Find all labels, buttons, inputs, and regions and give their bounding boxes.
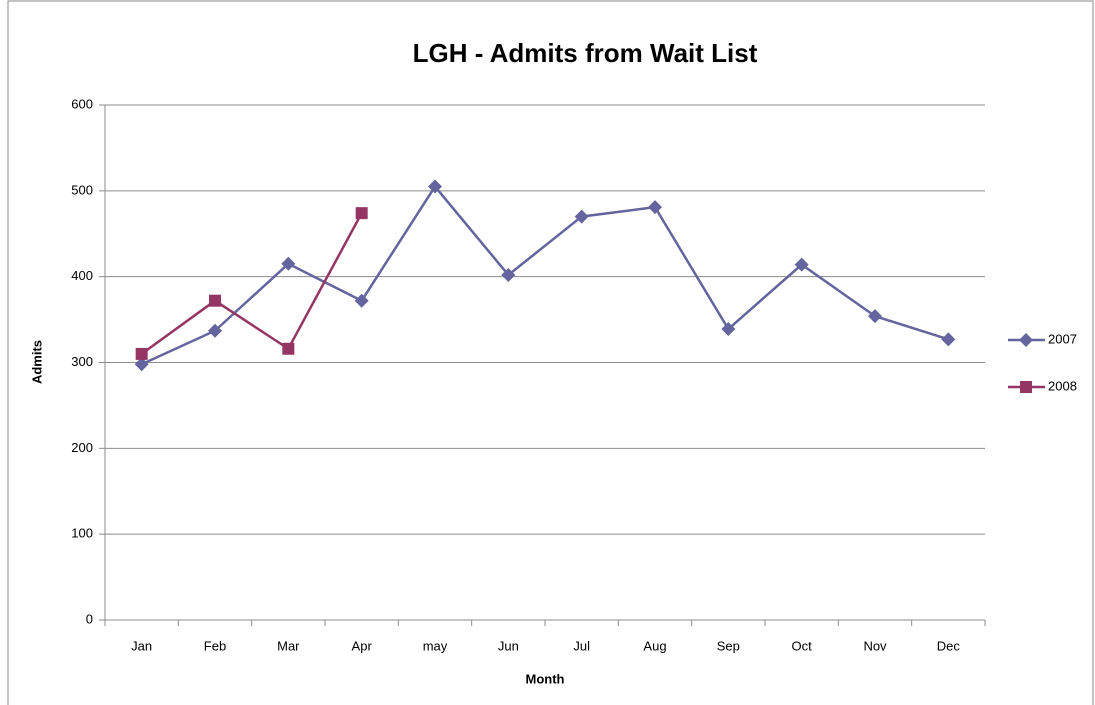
data-point xyxy=(209,294,221,307)
series-line xyxy=(140,212,363,355)
y-tick-label: 100 xyxy=(71,526,93,541)
data-point xyxy=(941,332,956,347)
y-tick-label: 500 xyxy=(71,182,93,197)
data-point xyxy=(208,323,222,338)
chart-border xyxy=(7,0,1094,705)
y-tick-label: 200 xyxy=(71,440,93,455)
x-tick-label: Oct xyxy=(792,638,813,653)
series-line xyxy=(141,184,949,366)
x-tick-label: Dec xyxy=(937,638,961,653)
x-tick-label: Feb xyxy=(204,638,226,653)
legend-marker xyxy=(1020,381,1032,393)
x-tick-label: Aug xyxy=(643,638,666,653)
x-tick-label: Sep xyxy=(717,638,740,653)
x-tick-label: Jan xyxy=(131,638,152,653)
data-point xyxy=(135,347,148,360)
x-tick-label: Nov xyxy=(863,638,887,653)
y-tick-label: 300 xyxy=(71,354,93,369)
y-tick-label: 600 xyxy=(71,96,93,111)
x-tick-label: Apr xyxy=(352,638,373,653)
data-point xyxy=(648,200,662,215)
y-tick-label: 0 xyxy=(86,611,93,626)
x-tick-label: Jul xyxy=(573,638,590,653)
y-tick-label: 400 xyxy=(71,268,93,283)
data-point xyxy=(721,322,736,337)
x-tick-label: may xyxy=(423,638,448,653)
data-point xyxy=(134,357,149,372)
data-point xyxy=(428,179,442,194)
data-point xyxy=(354,293,369,308)
x-tick-label: Jun xyxy=(498,638,519,653)
legend-label: 2007 xyxy=(1048,331,1077,346)
data-point xyxy=(868,309,882,324)
y-axis-label: Admits xyxy=(29,340,44,384)
legend-label: 2008 xyxy=(1048,378,1077,393)
data-point xyxy=(574,209,589,224)
data-point xyxy=(282,342,295,355)
legend-marker xyxy=(1019,333,1033,347)
data-point xyxy=(281,256,296,271)
x-tick-label: Mar xyxy=(277,638,300,653)
data-point xyxy=(501,267,516,282)
chart-title: LGH - Admits from Wait List xyxy=(413,38,758,68)
data-point xyxy=(794,257,809,272)
x-axis-label: Month xyxy=(526,671,565,686)
data-point xyxy=(355,207,368,220)
